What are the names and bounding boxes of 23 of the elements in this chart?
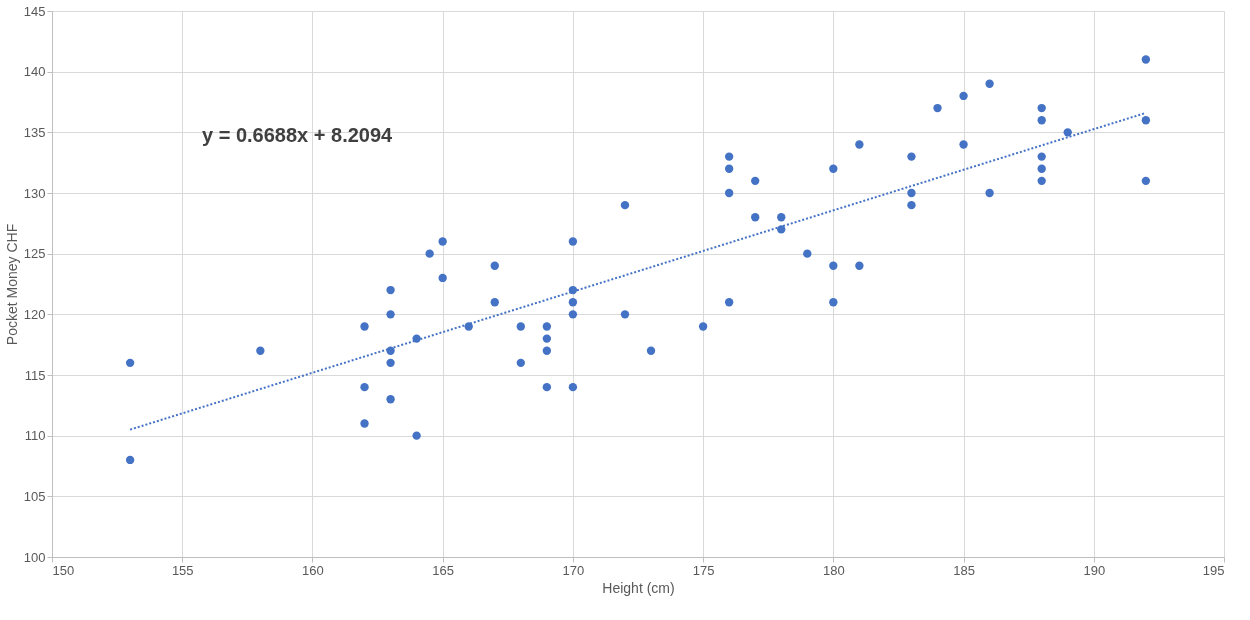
x-tick-label: 160 (302, 562, 324, 578)
x-tick-label: 175 (692, 562, 715, 578)
y-tick-label: 120 (23, 306, 46, 322)
y-tick-label: 130 (23, 185, 46, 201)
x-axis-title: Height (cm) (602, 579, 675, 596)
x-tick-label: 195 (1202, 562, 1225, 578)
annotation: y = 0.6688x + 8.2094 (202, 124, 394, 146)
x-tick-label: 155 (171, 562, 194, 578)
x-tick-label: 165 (432, 562, 455, 578)
y-tick-label: 105 (23, 488, 46, 504)
y-tick-label: 145 (23, 3, 46, 19)
y-tick-label: 110 (24, 428, 46, 444)
y-tick-label: 140 (23, 64, 46, 80)
y-tick-label: 100 (23, 549, 46, 565)
x-tick-label: 150 (52, 562, 75, 578)
y-tick-label: 125 (23, 246, 46, 262)
y-tick-label: 115 (24, 367, 46, 383)
x-tick-label: 190 (1083, 562, 1106, 578)
x-tick-label: 180 (822, 562, 845, 578)
x-tick-label: 170 (562, 562, 585, 578)
y-axis-title: Pocket Money CHF (3, 223, 20, 346)
y-tick-label: 135 (23, 124, 46, 140)
x-tick-label: 185 (953, 562, 975, 578)
